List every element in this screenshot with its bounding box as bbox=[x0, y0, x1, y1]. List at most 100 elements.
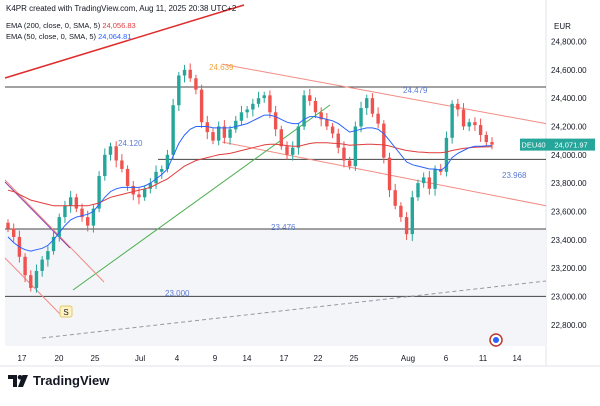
last-price-tag: 24,071.97 bbox=[554, 141, 587, 150]
x-tick-label: Jul bbox=[135, 354, 145, 363]
x-tick-label: 14 bbox=[243, 354, 252, 363]
candle-body bbox=[427, 177, 432, 189]
candle-body bbox=[433, 168, 437, 189]
candle-body bbox=[137, 194, 141, 198]
candle-body bbox=[103, 154, 107, 177]
candle-body bbox=[256, 98, 261, 104]
candle-body bbox=[108, 146, 113, 155]
candle-body bbox=[182, 69, 187, 76]
candle-body bbox=[251, 103, 255, 110]
candle-body bbox=[199, 89, 204, 123]
candle-body bbox=[399, 205, 403, 218]
x-tick-label: 17 bbox=[18, 354, 27, 363]
last-price-tag-bg bbox=[547, 138, 595, 151]
candle-body bbox=[467, 122, 471, 127]
candle-body bbox=[342, 147, 346, 161]
y-tick-label: 23,000.00 bbox=[551, 292, 587, 301]
candle-body bbox=[308, 95, 312, 101]
candle-body bbox=[68, 197, 73, 206]
ema50-line bbox=[7, 114, 493, 252]
x-tick-label: 14 bbox=[513, 354, 522, 363]
candle-body bbox=[319, 112, 323, 120]
candle-body bbox=[177, 75, 181, 106]
signal-marker-label: S bbox=[63, 308, 68, 317]
y-tick-label: 22,800.00 bbox=[551, 321, 587, 330]
candle-body bbox=[125, 168, 130, 186]
x-tick-label: 4 bbox=[175, 354, 180, 363]
candle-body bbox=[131, 185, 135, 195]
candle-body bbox=[29, 275, 33, 288]
uptrend-support-line bbox=[72, 104, 331, 291]
price-annotation: 24.120 bbox=[118, 139, 143, 148]
candle-body bbox=[188, 69, 192, 79]
candle-body bbox=[63, 205, 67, 218]
symbol-tag: DEU40 bbox=[521, 141, 545, 150]
candle-body bbox=[370, 98, 375, 114]
candle-body bbox=[165, 154, 170, 169]
candle-body bbox=[234, 120, 238, 130]
candle-body bbox=[359, 108, 363, 127]
candle-body bbox=[382, 123, 386, 158]
candle-body bbox=[268, 95, 272, 113]
candle-body bbox=[336, 133, 340, 148]
y-tick-label: 23,800.00 bbox=[551, 179, 587, 188]
candle-body bbox=[416, 183, 420, 198]
early-channel-lower bbox=[4, 257, 61, 315]
candle-body bbox=[228, 129, 232, 138]
candle-body bbox=[23, 256, 27, 276]
candle-body bbox=[239, 112, 244, 121]
candle-body bbox=[142, 188, 147, 198]
signal-marker-box bbox=[59, 305, 73, 318]
candle-body bbox=[222, 126, 227, 138]
candle-body bbox=[387, 157, 392, 191]
y-tick-label: 24,000.00 bbox=[551, 151, 587, 160]
candle-body bbox=[393, 190, 397, 206]
level-label: 23.000 bbox=[165, 289, 190, 298]
candle-body bbox=[194, 78, 198, 90]
candle-body bbox=[57, 217, 61, 237]
x-tick-label: Aug bbox=[401, 354, 415, 363]
candle-body bbox=[347, 160, 352, 167]
candle-body bbox=[404, 217, 409, 235]
x-tick-label: 20 bbox=[55, 354, 64, 363]
currency-label: EUR bbox=[554, 22, 571, 31]
level-label: 24.479 bbox=[403, 86, 428, 95]
candle-body bbox=[353, 126, 358, 167]
level-label: 23.476 bbox=[271, 223, 296, 232]
y-tick-label: 23,400.00 bbox=[551, 236, 587, 245]
candle-body bbox=[40, 259, 44, 271]
x-tick-label: 25 bbox=[350, 354, 359, 363]
candle-body bbox=[34, 270, 39, 288]
x-tick-label: 6 bbox=[444, 354, 449, 363]
ema200-legend: EMA (200, close, 0, SMA, 5) 24,056.83 bbox=[6, 21, 136, 30]
y-tick-label: 23,600.00 bbox=[551, 207, 587, 216]
ema50-label: EMA (50, close, 0, SMA, 5) bbox=[6, 32, 97, 41]
candle-body bbox=[279, 129, 284, 147]
candle-body bbox=[91, 208, 96, 226]
candle-body bbox=[211, 132, 215, 141]
candle-body bbox=[80, 208, 84, 218]
candle-body bbox=[11, 228, 16, 237]
candle-body bbox=[313, 100, 318, 113]
candle-body bbox=[410, 197, 414, 235]
y-tick-label: 24,200.00 bbox=[551, 122, 587, 131]
x-tick-label: 11 bbox=[479, 354, 488, 363]
ema200-value: 24,056.83 bbox=[102, 21, 136, 30]
candle-body bbox=[120, 160, 124, 169]
candle-body bbox=[285, 146, 289, 155]
chart-header-title: K4PR created with TradingView.com, Aug 1… bbox=[6, 4, 237, 13]
candle-body bbox=[171, 105, 175, 155]
candle-body bbox=[461, 109, 466, 127]
candle-body bbox=[86, 217, 90, 226]
candle-body bbox=[330, 126, 335, 134]
candle-body bbox=[376, 113, 380, 124]
candle-body bbox=[46, 251, 50, 260]
candle-body bbox=[456, 103, 460, 110]
candle-body bbox=[51, 236, 56, 252]
candle-body bbox=[473, 122, 477, 126]
x-tick-label: 9 bbox=[213, 354, 218, 363]
channel-upper-line bbox=[221, 63, 547, 125]
candle-body bbox=[74, 197, 79, 209]
